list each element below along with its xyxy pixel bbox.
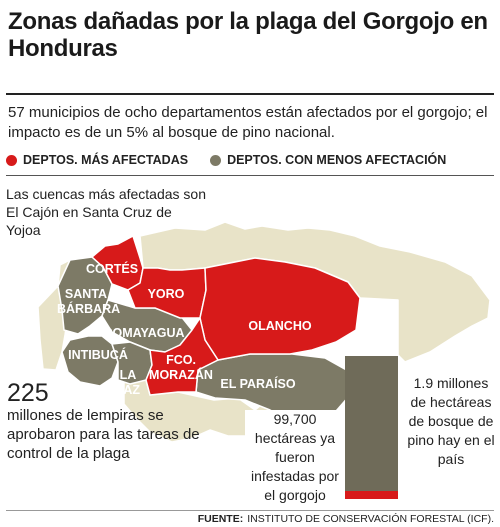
basin-note: Las cuencas más afectadas son El Cajón e… — [6, 186, 207, 238]
label-olancho: OLANCHO — [248, 319, 312, 333]
source-divider — [6, 510, 494, 511]
legend-divider — [6, 175, 494, 176]
page-title: Zonas dañadas por la plaga del Gorgojo e… — [8, 8, 488, 62]
legend-less-affected-label: DEPTOS. CON MENOS AFECTACIÓN — [227, 153, 447, 167]
forest-total-bar — [345, 356, 398, 499]
map-fco-morazan — [145, 317, 219, 396]
forest-infested-bar — [345, 491, 398, 499]
red-dot-icon — [6, 154, 17, 166]
label-el-paraiso: EL PARAÍSO — [220, 377, 296, 391]
label-yoro: YORO — [147, 287, 185, 301]
forest-infested-label: 99,700 hectáreas ya fueron infestadas po… — [245, 410, 345, 505]
source-label: FUENTE: — [197, 513, 244, 525]
budget-callout: 225 millones de lempiras se aprobaron pa… — [7, 380, 232, 463]
title-divider — [6, 93, 494, 95]
budget-amount: 225 — [7, 379, 49, 407]
budget-text: millones de lempiras se aprobaron para l… — [7, 407, 200, 462]
label-cortes: CORTÉS — [85, 262, 139, 276]
gray-dot-icon — [210, 154, 222, 166]
label-santa-barbara: SANTA BÁRBARA — [57, 287, 121, 316]
legend-most-affected: DEPTOS. MÁS AFECTADAS — [6, 153, 188, 167]
label-la-paz: LA PAZ — [115, 368, 141, 397]
source-text: INSTITUTO DE CONSERVACIÓN FORESTAL (ICF)… — [247, 513, 494, 525]
forest-total-label: 1.9 millones de hectáreas de bosque de p… — [404, 374, 498, 469]
label-fco-morazan: FCO. MORAZÁN — [149, 353, 213, 382]
source-credit: FUENTE: INSTITUTO DE CONSERVACIÓN FORESTA… — [198, 513, 494, 525]
legend-most-affected-label: DEPTOS. MÁS AFECTADAS — [23, 153, 189, 167]
legend: DEPTOS. MÁS AFECTADAS DEPTOS. CON MENOS … — [6, 152, 468, 168]
intro-text: 57 municipios de ocho departamentos está… — [8, 104, 488, 141]
legend-less-affected: DEPTOS. CON MENOS AFECTACIÓN — [210, 153, 446, 167]
label-comayagua: COMAYAGUA — [103, 326, 185, 340]
label-intibuca: INTIBUCÁ — [68, 348, 128, 362]
